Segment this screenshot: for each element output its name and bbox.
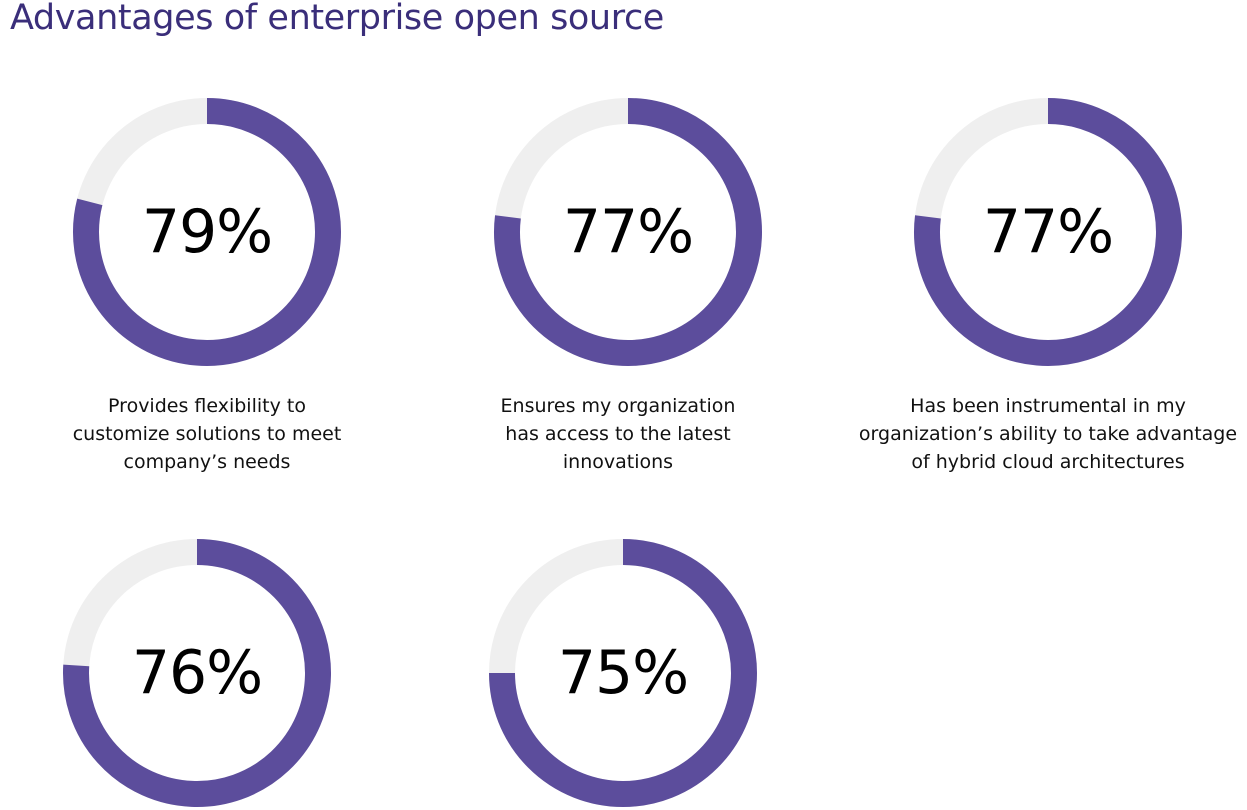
- caption-line: company’s needs: [123, 451, 291, 473]
- donut-ring: [494, 98, 762, 366]
- caption-line: organization’s ability to take advantage: [858, 423, 1238, 445]
- donut-ring: [63, 539, 331, 807]
- donut-ring: [914, 98, 1182, 366]
- caption-line: customize solutions to meet: [72, 423, 342, 445]
- donut-chart-76: 76%: [62, 538, 332, 808]
- donut-value-label: 77%: [982, 197, 1114, 267]
- caption-line: of hybrid cloud architectures: [911, 451, 1185, 473]
- page-title: Advantages of enterprise open source: [10, 0, 664, 38]
- donut-chart-innovations: 77%: [493, 97, 763, 367]
- donut-value-label: 76%: [131, 638, 263, 708]
- donut-arc: [489, 539, 757, 807]
- donut-caption-innovations: Ensures my organization has access to th…: [418, 392, 818, 476]
- caption-line: innovations: [562, 451, 674, 473]
- donut-chart-hybrid-cloud: 77%: [913, 97, 1183, 367]
- donut-value-label: 75%: [557, 638, 689, 708]
- donut-arc: [914, 98, 1182, 366]
- donut-ring: [73, 98, 341, 366]
- donut-caption-flexibility: Provides flexibility to customize soluti…: [7, 392, 407, 476]
- donut-value-label: 77%: [562, 197, 694, 267]
- donut-arc: [494, 98, 762, 366]
- caption-line: Ensures my organization: [500, 395, 736, 417]
- donut-arc: [63, 539, 331, 807]
- donut-arc: [73, 98, 341, 366]
- donut-value-label: 79%: [141, 197, 273, 267]
- donut-caption-hybrid-cloud: Has been instrumental in my organization…: [838, 392, 1247, 476]
- donut-chart-flexibility: 79%: [72, 97, 342, 367]
- donut-ring: [489, 539, 757, 807]
- caption-line: has access to the latest: [505, 423, 731, 445]
- donut-chart-75: 75%: [488, 538, 758, 808]
- caption-line: Has been instrumental in my: [910, 395, 1186, 417]
- caption-line: Provides flexibility to: [108, 395, 306, 417]
